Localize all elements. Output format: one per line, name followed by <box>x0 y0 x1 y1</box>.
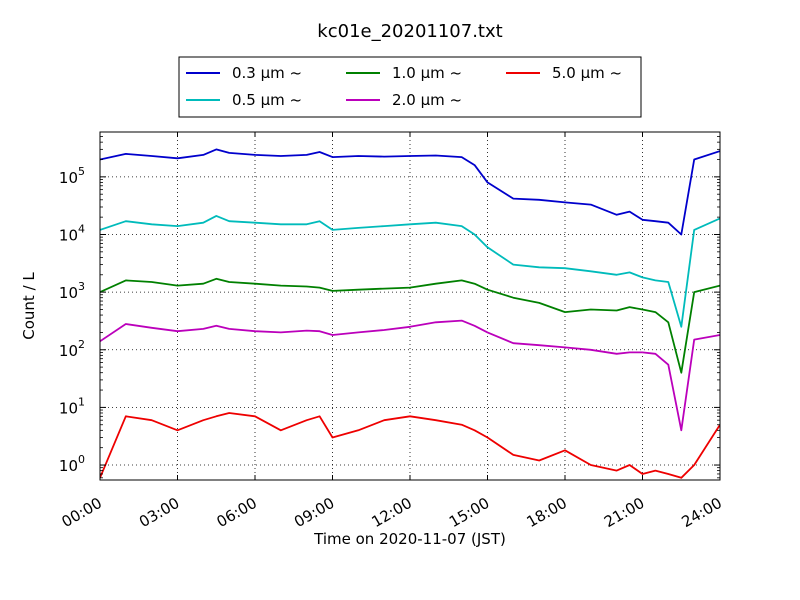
x-tick-label: 15:00 <box>446 494 492 531</box>
grid <box>100 132 720 480</box>
x-tick-label: 18:00 <box>524 494 570 531</box>
x-axis-label: Time on 2020-11-07 (JST) <box>313 530 506 548</box>
legend-box <box>178 56 642 118</box>
series-line-4 <box>100 412 720 479</box>
x-tick-label: 12:00 <box>369 494 415 531</box>
y-tick-label: 105 <box>59 165 85 187</box>
legend-label-1: 0.5 µm ~ <box>232 91 302 109</box>
series-layer <box>100 148 720 479</box>
series-line-2 <box>100 277 720 374</box>
series-line-3 <box>100 319 720 432</box>
y-tick-label: 103 <box>59 280 85 302</box>
y-tick-label: 102 <box>59 338 85 360</box>
y-axis-label: Count / L <box>20 272 38 340</box>
series-line-0 <box>100 148 720 236</box>
x-tick-label: 24:00 <box>679 494 725 531</box>
x-tick-label: 09:00 <box>291 494 337 531</box>
y-tick-labels: 100 101 102 103 104 105 <box>59 165 85 475</box>
x-tick-label: 00:00 <box>59 494 105 531</box>
y-tick-label: 104 <box>59 222 85 244</box>
legend-label-2: 1.0 µm ~ <box>392 64 462 82</box>
legend: 0.3 µm ~ 0.5 µm ~ 1.0 µm ~ 2.0 µm ~ 5.0 µm ~ <box>178 56 642 118</box>
y-tick-label: 101 <box>59 395 85 417</box>
x-tick-label: 21:00 <box>601 494 647 531</box>
legend-label-3: 2.0 µm ~ <box>392 91 462 109</box>
x-tick-labels: 00:00 03:00 06:00 09:00 12:00 15:00 18:00 21:00… <box>59 494 725 531</box>
y-tick-label: 100 <box>59 453 85 475</box>
legend-label-0: 0.3 µm ~ <box>232 64 302 82</box>
series-line-1 <box>100 214 720 328</box>
x-tick-label: 06:00 <box>214 494 260 531</box>
x-tick-label: 03:00 <box>136 494 182 531</box>
legend-label-4: 5.0 µm ~ <box>552 64 622 82</box>
ticks <box>99 131 721 480</box>
chart-title: kc01e_20201107.txt <box>317 21 502 42</box>
